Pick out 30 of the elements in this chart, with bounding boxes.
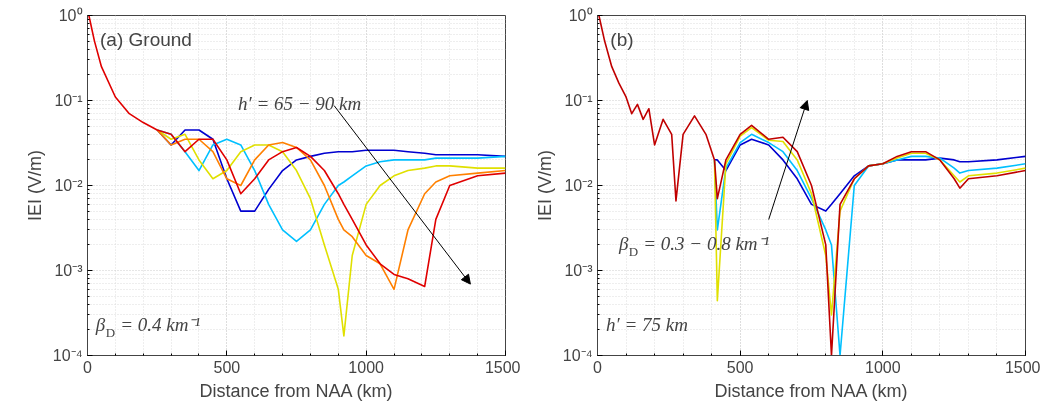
y-axis-title: IEI (V/m) (534, 150, 555, 221)
y-tick-label: 10⁻² (564, 177, 594, 194)
line-series (88, 15, 506, 288)
y-tick-label: 10⁻² (54, 177, 84, 194)
line-series (156, 129, 506, 291)
y-axis-title: IEI (V/m) (24, 150, 45, 221)
x-tick-label: 500 (726, 358, 754, 376)
y-tick-label: 10⁻⁴ (562, 347, 593, 364)
x-tick-label: 500 (213, 358, 241, 376)
annotation: h′ = 65 − 90 km (237, 93, 362, 115)
y-tick-label: 10⁻¹ (54, 92, 83, 109)
y-tick-label: 10⁻³ (54, 262, 84, 279)
x-tick-label: 0 (593, 358, 603, 376)
x-tick-label: 0 (83, 358, 93, 376)
annotation: (b) (610, 28, 634, 50)
y-tick-label: 10⁻¹ (564, 92, 593, 109)
x-tick-label: 1500 (1004, 358, 1040, 376)
annotation: (a) Ground (100, 28, 192, 50)
x-tick-label: 1000 (348, 358, 385, 376)
x-axis-title: Distance from NAA (km) (199, 380, 393, 401)
y-tick-label: 10⁰ (568, 7, 593, 24)
annotation: h′ = 75 km (606, 314, 688, 336)
y-tick-label: 10⁻⁴ (52, 347, 83, 364)
x-tick-label: 1000 (865, 358, 901, 376)
y-tick-label: 10⁰ (58, 7, 83, 24)
x-axis-title: Distance from NAA (km) (714, 380, 908, 401)
y-tick-label: 10⁻³ (564, 262, 594, 279)
line-series (598, 15, 1026, 356)
line-series (713, 138, 1026, 212)
x-tick-label: 1500 (484, 358, 521, 376)
